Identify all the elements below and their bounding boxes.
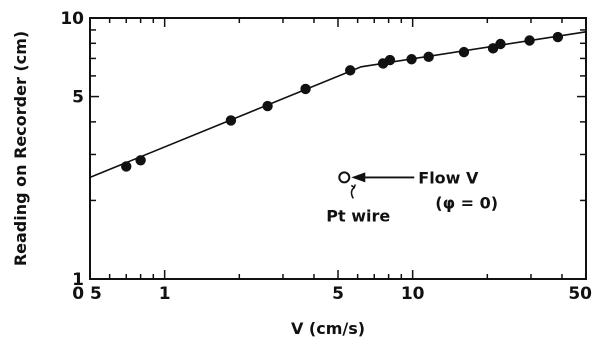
fit-line (89, 31, 587, 179)
x-axis-ticks (89, 18, 587, 279)
angle-label: (φ = 0) (435, 193, 498, 212)
data-point (406, 54, 417, 65)
y-tick-label: 1 (72, 270, 84, 290)
data-points (121, 31, 564, 172)
x-tick-label: 0 5 (72, 284, 102, 304)
x-axis-tick-labels: 0 5 1 5 10 50 (72, 284, 592, 304)
pt-wire-marker (338, 171, 351, 184)
data-point (135, 155, 146, 166)
flow-annotation: Flow V (φ = 0) Pt wire (326, 168, 498, 225)
y-axis-ticks (90, 29, 586, 202)
data-point (121, 161, 132, 172)
x-tick-label: 10 (401, 284, 425, 304)
x-tick-label: 50 (568, 284, 592, 304)
x-tick-label: 1 (159, 284, 171, 304)
data-point (423, 51, 434, 63)
data-point (458, 46, 470, 58)
data-point (495, 38, 506, 50)
data-point (262, 100, 273, 112)
data-point (524, 35, 535, 46)
plot-area: Flow V (φ = 0) Pt wire (89, 17, 587, 280)
data-point (345, 65, 356, 76)
data-point (225, 115, 237, 126)
data-point (300, 83, 311, 95)
x-tick-label: 5 (332, 284, 344, 304)
pt-wire-label: Pt wire (326, 206, 390, 225)
y-tick-label: 10 (60, 9, 84, 29)
flow-label: Flow V (418, 168, 479, 187)
y-tick-label: 5 (72, 88, 84, 108)
plot-frame (89, 17, 587, 280)
data-point (384, 54, 396, 66)
flow-arrowhead (351, 172, 366, 183)
x-axis-title: V (cm/s) (291, 319, 365, 338)
pt-wire-arrow (350, 184, 356, 199)
data-point (552, 31, 564, 43)
y-axis-title: Reading on Recorder (cm) (11, 31, 30, 266)
